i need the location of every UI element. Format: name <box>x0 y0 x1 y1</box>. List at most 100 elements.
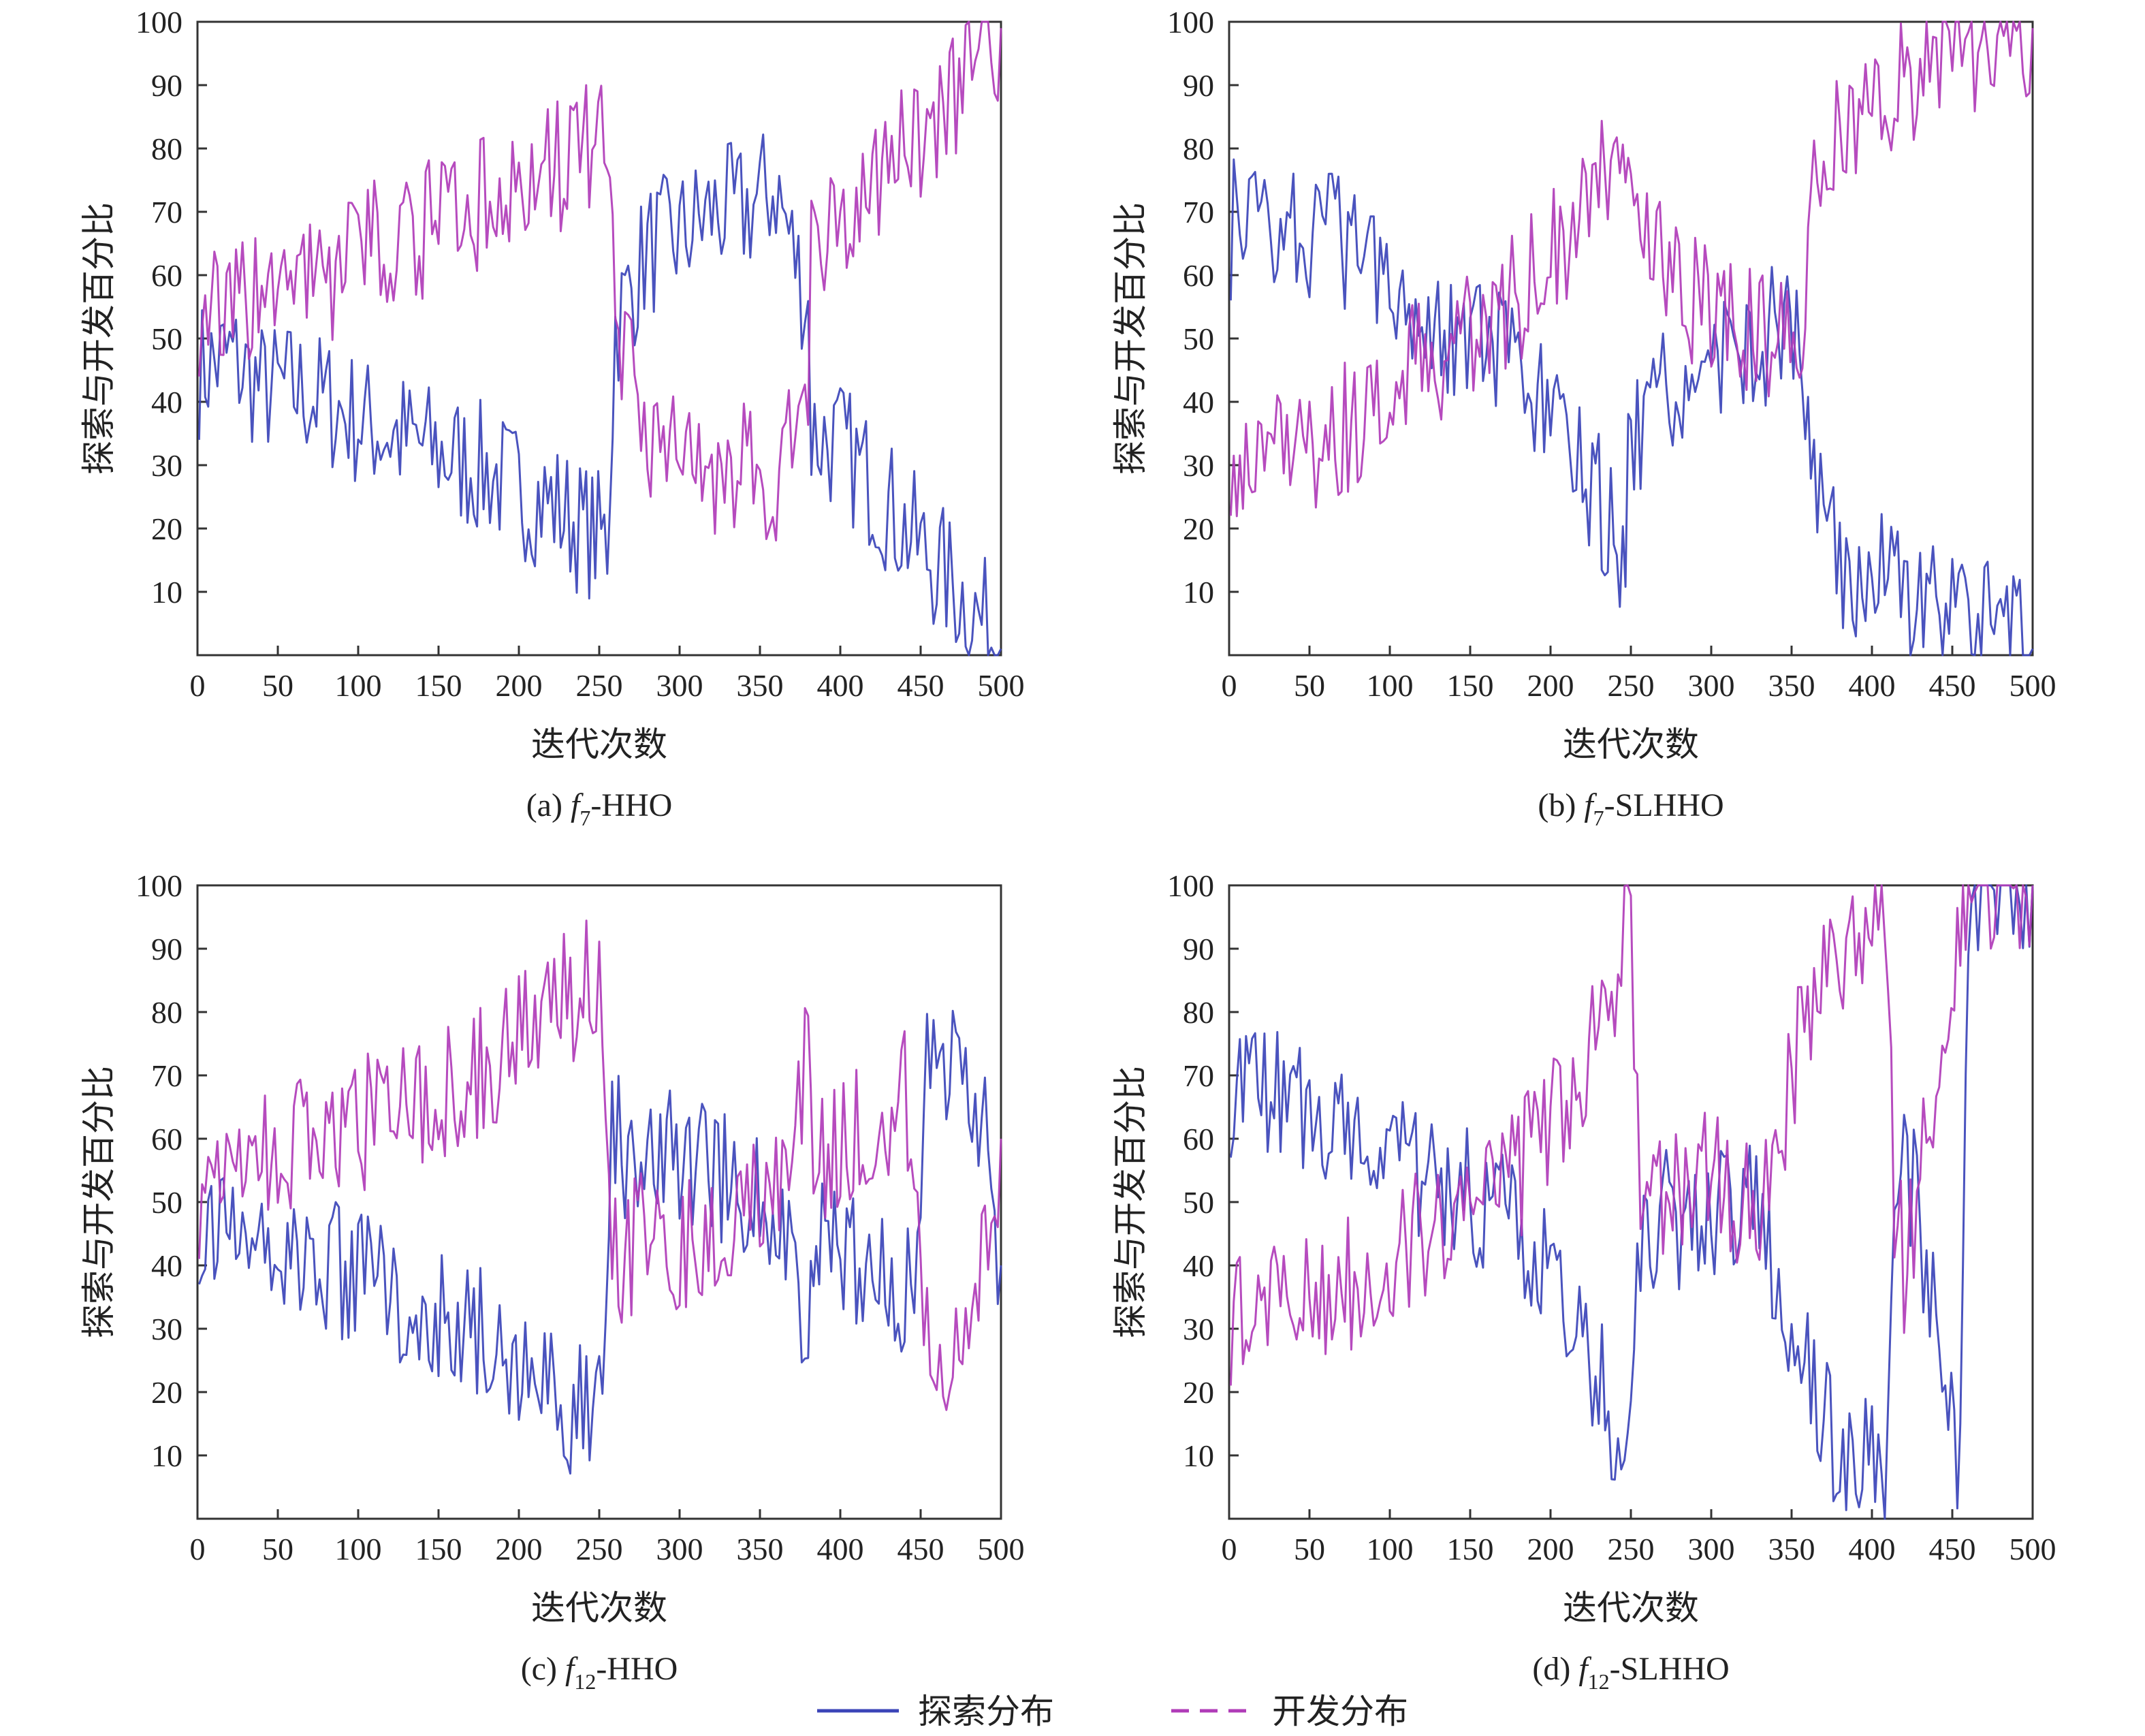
panel-caption: (b) f7-SLHHO <box>1538 787 1723 830</box>
y-tick-label: 50 <box>1183 1185 1214 1220</box>
y-tick-label: 100 <box>136 868 182 903</box>
y-tick-label: 50 <box>1183 321 1214 356</box>
chart-panel-0: 0 50 100 150 200 250 300 350 400 450 500 10 20 30 40 50… <box>80 5 1025 830</box>
caption-prefix: (b) <box>1538 787 1584 823</box>
y-tick-label: 10 <box>1183 1438 1214 1473</box>
x-tick-label: 200 <box>1527 1532 1574 1566</box>
x-tick-label: 500 <box>2009 1532 2056 1566</box>
y-tick-label: 70 <box>151 1058 182 1093</box>
x-tick-label: 400 <box>817 1532 864 1566</box>
y-tick-label: 80 <box>151 131 182 166</box>
chart-panel-1: 0 50 100 150 200 250 300 350 400 450 500 10 20 30 40 50… <box>1111 5 2056 830</box>
caption-suffix: -HHO <box>590 787 672 823</box>
legend-explore-label: 探索分布 <box>918 1692 1054 1731</box>
y-tick-label: 90 <box>151 68 182 103</box>
x-tick-label: 100 <box>1367 668 1414 703</box>
y-tick-label: 20 <box>151 511 182 546</box>
caption-suffix: -HHO <box>596 1651 678 1687</box>
series-line-exploit <box>1229 20 2034 518</box>
x-tick-label: 500 <box>2009 668 2056 703</box>
y-tick-label: 30 <box>151 448 182 483</box>
y-tick-label: 30 <box>151 1312 182 1346</box>
caption-subscript: 7 <box>579 806 590 830</box>
x-tick-label: 100 <box>335 668 382 703</box>
x-tick-label: 50 <box>262 668 293 703</box>
series-line-exploit <box>197 20 1002 542</box>
x-tick-label: 50 <box>1294 1532 1325 1566</box>
x-tick-label: 350 <box>1768 1532 1815 1566</box>
caption-suffix: -SLHHO <box>1604 787 1724 823</box>
caption-subscript: 12 <box>1588 1669 1610 1694</box>
caption-prefix: (a) <box>526 787 571 823</box>
x-tick-label: 250 <box>576 1532 623 1566</box>
y-tick-label: 20 <box>1183 1375 1214 1410</box>
y-tick-label: 50 <box>151 321 182 356</box>
x-tick-label: 150 <box>1447 1532 1494 1566</box>
y-tick-label: 50 <box>151 1185 182 1220</box>
chart-panel-2: 0 50 100 150 200 250 300 350 400 450 500 10 20 30 40 50… <box>80 868 1025 1694</box>
x-tick-label: 250 <box>1608 1532 1655 1566</box>
y-axis-label: 探索与开发百分比 <box>1111 202 1149 475</box>
x-tick-label: 300 <box>1688 668 1735 703</box>
x-tick-label: 500 <box>978 668 1025 703</box>
y-tick-label: 60 <box>151 258 182 293</box>
x-tick-label: 150 <box>1447 668 1494 703</box>
y-tick-label: 80 <box>1183 131 1214 166</box>
x-axis-label: 迭代次数 <box>531 1589 667 1627</box>
series-line-explore <box>197 133 1002 657</box>
x-tick-label: 400 <box>817 668 864 703</box>
x-axis-label: 迭代次数 <box>531 725 667 763</box>
series-line-exploit <box>197 919 1002 1411</box>
x-tick-label: 400 <box>1849 1532 1896 1566</box>
plot-frame <box>196 884 1002 1520</box>
y-tick-label: 100 <box>1167 5 1214 40</box>
y-tick-label: 10 <box>1183 575 1214 610</box>
y-tick-label: 60 <box>1183 258 1214 293</box>
y-tick-label: 20 <box>151 1375 182 1410</box>
legend: 探索分布 开发分布 <box>817 1692 1408 1731</box>
x-tick-label: 0 <box>1222 668 1237 703</box>
x-tick-label: 450 <box>897 668 944 703</box>
y-tick-label: 40 <box>1183 385 1214 420</box>
x-tick-label: 200 <box>496 668 543 703</box>
x-tick-label: 0 <box>1222 1532 1237 1566</box>
y-tick-label: 90 <box>151 932 182 966</box>
series-line-explore <box>1229 884 2034 1520</box>
x-tick-label: 350 <box>737 668 784 703</box>
y-tick-label: 40 <box>1183 1248 1214 1283</box>
x-tick-label: 450 <box>897 1532 944 1566</box>
x-tick-label: 350 <box>1768 668 1815 703</box>
y-tick-label: 40 <box>151 385 182 420</box>
y-tick-label: 100 <box>1167 868 1214 903</box>
x-tick-label: 250 <box>1608 668 1655 703</box>
x-tick-label: 100 <box>1367 1532 1414 1566</box>
series-line-explore <box>197 1009 1002 1475</box>
x-tick-label: 100 <box>335 1532 382 1566</box>
x-tick-label: 450 <box>1929 668 1976 703</box>
y-tick-label: 80 <box>1183 995 1214 1030</box>
y-tick-label: 60 <box>1183 1122 1214 1156</box>
y-tick-label: 80 <box>151 995 182 1030</box>
y-axis-label: 探索与开发百分比 <box>80 1066 118 1338</box>
x-tick-label: 250 <box>576 668 623 703</box>
x-tick-label: 0 <box>190 1532 206 1566</box>
caption-prefix: (d) <box>1532 1651 1578 1687</box>
y-tick-label: 20 <box>1183 511 1214 546</box>
x-tick-label: 150 <box>415 1532 462 1566</box>
x-tick-label: 350 <box>737 1532 784 1566</box>
y-axis-label: 探索与开发百分比 <box>1111 1066 1149 1338</box>
panel-caption: (a) f7-HHO <box>526 787 673 830</box>
x-tick-label: 200 <box>1527 668 1574 703</box>
x-tick-label: 50 <box>262 1532 293 1566</box>
x-tick-label: 0 <box>190 668 206 703</box>
y-tick-label: 90 <box>1183 68 1214 103</box>
x-tick-label: 300 <box>656 668 703 703</box>
y-tick-label: 60 <box>151 1122 182 1156</box>
x-axis-label: 迭代次数 <box>1563 725 1699 763</box>
caption-subscript: 12 <box>574 1669 596 1694</box>
y-tick-label: 70 <box>1183 1058 1214 1093</box>
x-tick-label: 150 <box>415 668 462 703</box>
series-line-explore <box>1229 158 2034 657</box>
x-tick-label: 500 <box>978 1532 1025 1566</box>
